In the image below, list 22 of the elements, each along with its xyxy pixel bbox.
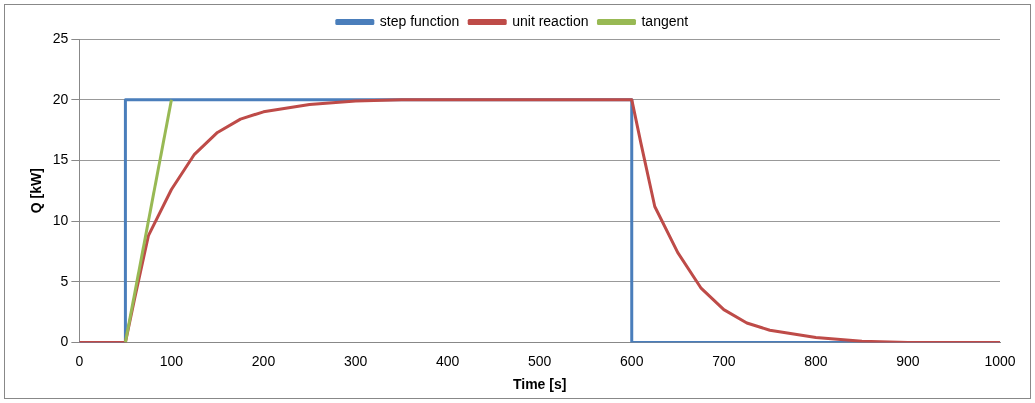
y-tick-label: 20 [52,90,69,107]
x-tick-label: 100 [159,352,184,369]
x-axis-title: Time [s] [512,376,567,393]
y-tick-label: 10 [52,211,69,228]
x-tick-label: 400 [435,352,460,369]
x-tick-label: 300 [343,352,368,369]
legend-label: unit reaction [512,12,589,29]
y-tick-label: 5 [60,272,69,289]
x-tick-label: 800 [804,352,828,369]
x-tick-label: 200 [251,352,276,369]
x-tick-label: 600 [620,352,644,369]
x-tick-label: 900 [896,352,920,369]
y-tick-label: 15 [52,151,69,168]
y-tick-label: 25 [52,29,69,46]
legend-label: tangent [641,12,689,29]
x-tick-label: 1000 [984,352,1016,369]
y-axis-title: Q [kW] [28,168,45,214]
x-tick-label: 0 [75,352,84,369]
legend-label: step function [379,12,460,29]
x-tick-label: 700 [712,352,736,369]
y-tick-label: 0 [60,333,69,350]
x-tick-label: 500 [528,352,552,369]
